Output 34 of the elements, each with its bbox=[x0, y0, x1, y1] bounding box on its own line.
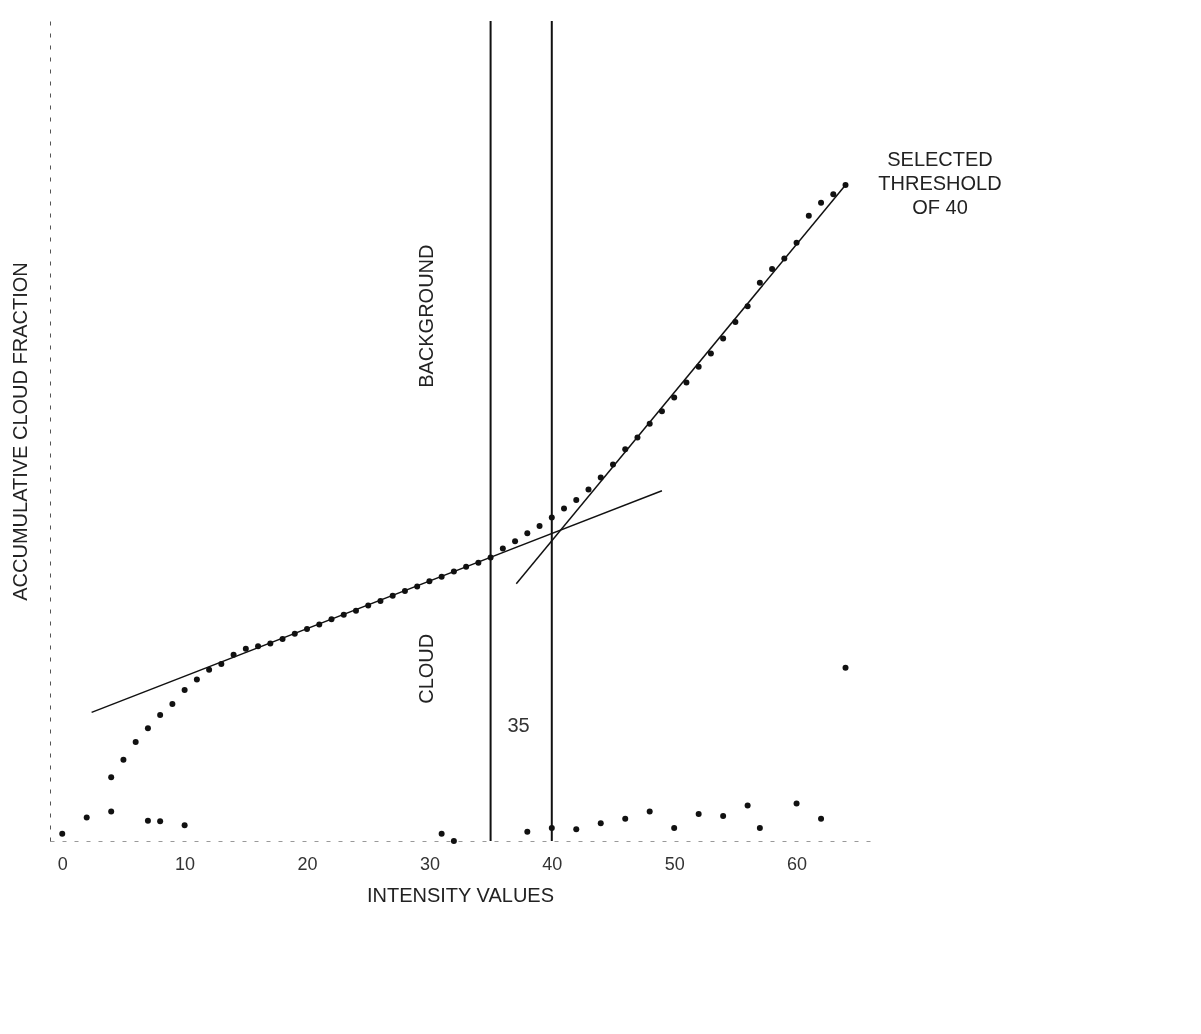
point bbox=[720, 813, 727, 820]
annotation: CLOUD bbox=[415, 633, 438, 704]
point bbox=[597, 820, 604, 827]
point bbox=[793, 800, 800, 807]
x-tick-label: 0 bbox=[57, 853, 68, 874]
point bbox=[524, 828, 531, 835]
point bbox=[450, 838, 457, 844]
annotation: BACKGROUND bbox=[415, 244, 438, 388]
point bbox=[671, 824, 678, 831]
y-axis-title: ACCUMULATIVE CLOUD FRACTION bbox=[8, 262, 31, 601]
x-tick-label: 40 bbox=[542, 853, 563, 874]
point bbox=[695, 811, 702, 818]
x-axis-title: INTENSITY VALUES bbox=[366, 883, 555, 906]
x-tick-label: 30 bbox=[419, 853, 440, 874]
x-tick-label: 10 bbox=[175, 853, 196, 874]
point bbox=[181, 822, 188, 829]
x-tick-label: 20 bbox=[297, 853, 318, 874]
point bbox=[622, 815, 629, 822]
x-tick-label: 50 bbox=[664, 853, 685, 874]
point bbox=[144, 817, 151, 824]
point bbox=[59, 830, 66, 837]
point bbox=[646, 808, 653, 815]
point bbox=[756, 824, 763, 831]
point bbox=[83, 814, 90, 821]
point bbox=[818, 815, 825, 822]
point bbox=[842, 664, 849, 671]
point bbox=[573, 826, 580, 833]
point bbox=[744, 802, 751, 809]
ref-line-label: 35 bbox=[507, 714, 530, 737]
text: SELECTED THRESHOLD OF 40 bbox=[878, 148, 1002, 219]
point bbox=[108, 808, 115, 815]
point bbox=[157, 818, 164, 825]
x-tick-label: 60 bbox=[787, 853, 808, 874]
point bbox=[438, 830, 445, 837]
